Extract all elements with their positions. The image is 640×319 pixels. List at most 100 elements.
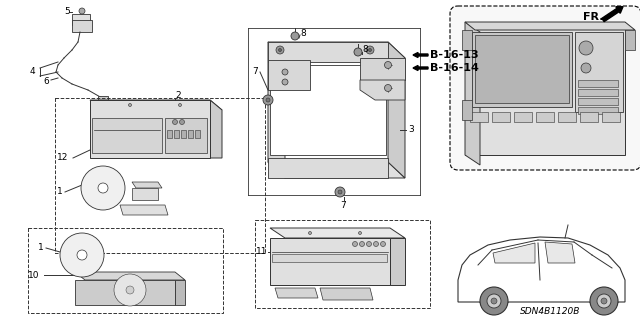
Circle shape <box>597 294 611 308</box>
Bar <box>255 220 430 308</box>
Polygon shape <box>390 238 405 285</box>
Circle shape <box>590 287 618 315</box>
Polygon shape <box>210 100 222 158</box>
Polygon shape <box>320 288 373 300</box>
Polygon shape <box>90 100 222 110</box>
Polygon shape <box>388 42 405 178</box>
Polygon shape <box>268 162 405 178</box>
Circle shape <box>79 8 85 14</box>
Bar <box>514 112 532 122</box>
Circle shape <box>179 103 182 107</box>
Bar <box>472 32 572 107</box>
Polygon shape <box>268 42 405 58</box>
Polygon shape <box>175 280 185 305</box>
Polygon shape <box>465 22 480 165</box>
Polygon shape <box>458 237 625 302</box>
Bar <box>475 35 569 103</box>
Circle shape <box>385 85 392 92</box>
Bar <box>578 89 618 96</box>
Text: 8: 8 <box>362 46 368 55</box>
Bar <box>28 228 223 313</box>
Bar <box>270 65 386 155</box>
Polygon shape <box>132 188 158 200</box>
Bar <box>174 130 179 138</box>
Circle shape <box>579 41 593 55</box>
Circle shape <box>381 241 385 247</box>
Polygon shape <box>90 100 210 158</box>
Polygon shape <box>72 14 90 25</box>
Circle shape <box>358 232 362 234</box>
Polygon shape <box>462 30 472 50</box>
Bar <box>578 98 618 105</box>
Circle shape <box>77 250 87 260</box>
Polygon shape <box>360 58 405 80</box>
Polygon shape <box>270 228 405 238</box>
Circle shape <box>129 103 131 107</box>
Circle shape <box>278 48 282 51</box>
Polygon shape <box>268 42 285 178</box>
Circle shape <box>282 79 288 85</box>
FancyBboxPatch shape <box>450 6 640 170</box>
Circle shape <box>173 120 177 124</box>
Circle shape <box>369 48 371 51</box>
Circle shape <box>98 183 108 193</box>
Circle shape <box>282 69 288 75</box>
Bar <box>536 112 554 122</box>
Circle shape <box>487 294 501 308</box>
Polygon shape <box>493 243 535 263</box>
Circle shape <box>60 233 104 277</box>
Text: 1: 1 <box>57 188 63 197</box>
Bar <box>195 130 200 138</box>
Polygon shape <box>98 96 108 104</box>
Polygon shape <box>465 22 625 155</box>
Polygon shape <box>465 22 635 30</box>
Polygon shape <box>275 288 318 298</box>
Circle shape <box>601 298 607 304</box>
Circle shape <box>354 48 362 56</box>
Polygon shape <box>75 272 185 280</box>
Circle shape <box>367 241 371 247</box>
Bar <box>92 118 162 153</box>
Circle shape <box>335 187 345 197</box>
Circle shape <box>266 98 270 102</box>
Text: 6: 6 <box>43 78 49 86</box>
Text: 2: 2 <box>175 91 180 100</box>
Bar <box>167 130 172 138</box>
Circle shape <box>353 241 358 247</box>
Text: 7: 7 <box>252 68 258 77</box>
Bar <box>602 112 620 122</box>
Bar <box>181 130 186 138</box>
Text: 5: 5 <box>64 8 70 17</box>
Bar <box>578 107 618 114</box>
Circle shape <box>581 63 591 73</box>
Text: 1: 1 <box>38 243 44 253</box>
Polygon shape <box>545 242 575 263</box>
Polygon shape <box>462 100 472 120</box>
Polygon shape <box>268 42 388 62</box>
Circle shape <box>480 287 508 315</box>
Circle shape <box>81 166 125 210</box>
Circle shape <box>360 241 365 247</box>
Circle shape <box>276 46 284 54</box>
Polygon shape <box>75 280 175 305</box>
Bar <box>492 112 510 122</box>
Bar <box>55 98 265 253</box>
Bar <box>578 80 618 87</box>
Text: SDN4B1120B: SDN4B1120B <box>520 307 580 315</box>
Bar <box>165 118 207 153</box>
Polygon shape <box>268 60 310 90</box>
Text: 4: 4 <box>30 68 36 77</box>
Circle shape <box>308 232 312 234</box>
Text: 3: 3 <box>408 125 413 135</box>
Circle shape <box>374 241 378 247</box>
Circle shape <box>491 298 497 304</box>
Text: 11: 11 <box>256 248 268 256</box>
Text: FR.: FR. <box>582 12 603 22</box>
Polygon shape <box>132 182 162 188</box>
Bar <box>188 130 193 138</box>
Circle shape <box>366 46 374 54</box>
Polygon shape <box>360 80 405 100</box>
Text: B-16-14: B-16-14 <box>430 63 479 73</box>
FancyArrow shape <box>602 7 623 22</box>
Bar <box>575 32 623 112</box>
